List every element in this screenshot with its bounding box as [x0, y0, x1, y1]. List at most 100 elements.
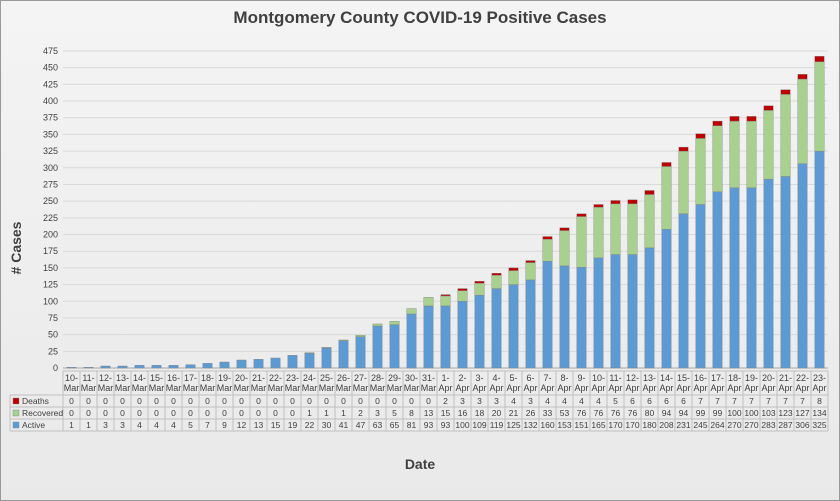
data-label-active: 93 [424, 420, 434, 430]
x-tick-label: Mar [421, 383, 437, 393]
data-label-recovered: 0 [205, 408, 210, 418]
bar-recovered [559, 230, 570, 267]
bar-recovered [644, 194, 655, 249]
bar-active [338, 340, 349, 369]
data-label-active: 4 [154, 420, 159, 430]
x-tick-label: Apr [608, 383, 622, 393]
data-label-deaths: 6 [664, 396, 669, 406]
data-label-active: 63 [373, 420, 383, 430]
data-label-recovered: 100 [727, 408, 741, 418]
x-tick-label: 31- [422, 373, 435, 383]
x-tick-label: 8- [560, 373, 568, 383]
bar-recovered [440, 295, 451, 307]
data-label-recovered: 26 [526, 408, 536, 418]
x-tick-label: 22- [796, 373, 809, 383]
data-label-deaths: 5 [613, 396, 618, 406]
x-tick-label: 1- [441, 373, 449, 383]
bar-active [763, 178, 774, 369]
x-tick-label: Apr [642, 383, 656, 393]
y-tick-label: 275 [43, 179, 58, 189]
bar-recovered [508, 270, 519, 285]
x-tick-label: 18- [728, 373, 741, 383]
data-label-recovered: 0 [69, 408, 74, 418]
data-label-active: 100 [455, 420, 469, 430]
data-label-active: 170 [625, 420, 639, 430]
x-tick-label: Apr [676, 383, 690, 393]
data-label-active: 9 [222, 420, 227, 430]
data-label-deaths: 3 [477, 396, 482, 406]
y-tick-label: 100 [43, 296, 58, 306]
y-tick-label: 425 [43, 79, 58, 89]
x-tick-label: 5- [509, 373, 517, 383]
data-label-recovered: 0 [273, 408, 278, 418]
bar-recovered [474, 283, 485, 296]
data-label-deaths: 7 [749, 396, 754, 406]
bar-deaths [576, 213, 587, 217]
legend-swatch-active [12, 421, 20, 429]
x-axis-label: Date [404, 456, 436, 472]
bar-recovered [763, 110, 774, 180]
x-tick-label: 21- [779, 373, 792, 383]
data-label-recovered: 0 [120, 408, 125, 418]
y-tick-label: 325 [43, 146, 58, 156]
bar-deaths [661, 162, 672, 167]
x-tick-label: 26- [337, 373, 350, 383]
x-tick-label: Apr [659, 383, 673, 393]
bar-recovered [746, 120, 757, 189]
data-label-deaths: 7 [698, 396, 703, 406]
x-tick-label: 3- [475, 373, 483, 383]
data-label-active: 151 [574, 420, 588, 430]
x-tick-label: Mar [336, 383, 352, 393]
bar-deaths [457, 288, 468, 291]
data-label-active: 109 [472, 420, 486, 430]
y-tick-label: 250 [43, 196, 58, 206]
data-label-active: 208 [659, 420, 673, 430]
x-tick-label: Mar [234, 383, 250, 393]
bar-recovered [593, 206, 604, 259]
data-label-deaths: 0 [256, 396, 261, 406]
bar-recovered [338, 339, 349, 341]
data-label-active: 12 [237, 420, 247, 430]
data-label-recovered: 0 [137, 408, 142, 418]
data-label-deaths: 0 [222, 396, 227, 406]
x-tick-label: 12- [626, 373, 639, 383]
data-label-recovered: 33 [543, 408, 553, 418]
bar-active [168, 365, 179, 369]
y-tick-label: 475 [43, 46, 58, 56]
data-label-active: 132 [523, 420, 537, 430]
x-tick-label: Apr [761, 383, 775, 393]
x-tick-label: 16- [694, 373, 707, 383]
y-tick-label: 350 [43, 129, 58, 139]
bar-active [457, 301, 468, 369]
data-label-active: 325 [812, 420, 826, 430]
bar-recovered [610, 203, 621, 255]
data-label-recovered: 103 [761, 408, 775, 418]
x-tick-label: 30- [405, 373, 418, 383]
data-label-active: 15 [271, 420, 281, 430]
data-label-active: 119 [490, 420, 504, 430]
data-label-deaths: 4 [596, 396, 601, 406]
data-label-recovered: 3 [375, 408, 380, 418]
x-tick-label: 23- [286, 373, 299, 383]
x-tick-label: Apr [506, 383, 520, 393]
data-label-recovered: 0 [154, 408, 159, 418]
x-tick-label: Mar [166, 383, 182, 393]
x-tick-label: 2- [458, 373, 466, 383]
data-label-recovered: 0 [188, 408, 193, 418]
x-tick-label: Mar [81, 383, 97, 393]
bar-active [644, 247, 655, 369]
x-tick-label: 22- [269, 373, 282, 383]
x-tick-label: Apr [693, 383, 707, 393]
data-label-deaths: 4 [545, 396, 550, 406]
data-label-deaths: 0 [86, 396, 91, 406]
data-label-active: 283 [761, 420, 775, 430]
x-tick-label: Apr [744, 383, 758, 393]
data-label-active: 93 [441, 420, 451, 430]
data-label-active: 306 [795, 420, 809, 430]
data-label-active: 125 [506, 420, 520, 430]
bar-active [304, 353, 315, 369]
bar-deaths [542, 236, 553, 240]
bar-active [83, 367, 94, 369]
bar-active [797, 163, 808, 369]
x-tick-label: 17- [184, 373, 197, 383]
